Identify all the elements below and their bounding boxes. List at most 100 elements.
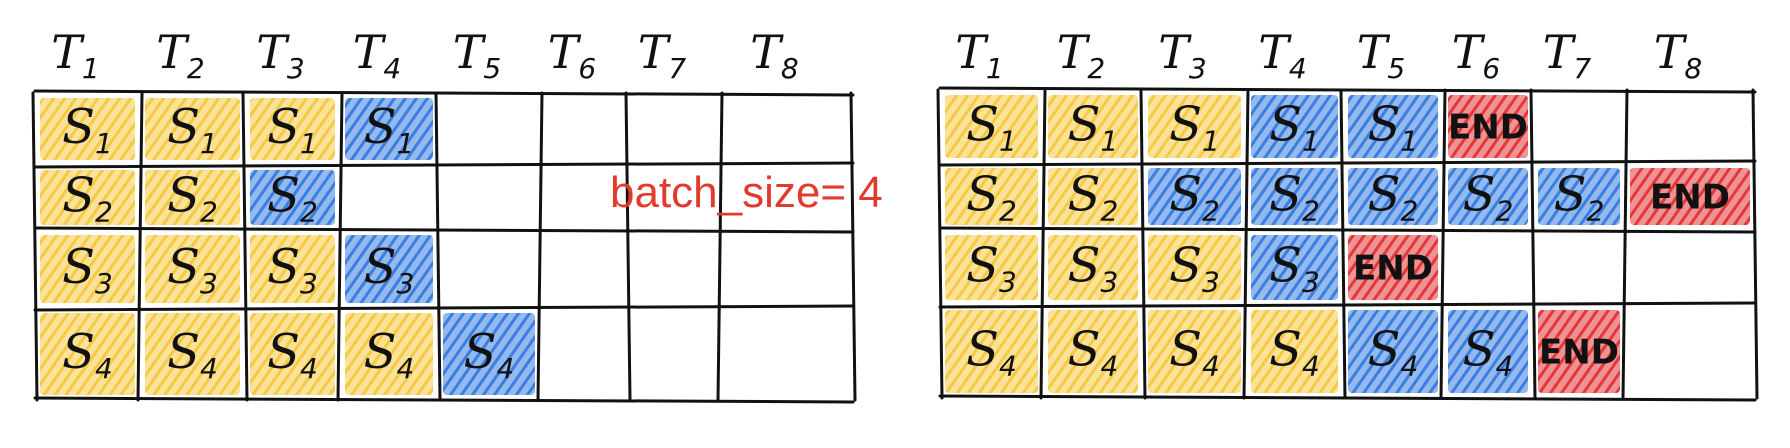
- cell-prefill-fill: [145, 235, 240, 303]
- sequence-token-label: S1: [1068, 97, 1119, 158]
- grid-column-line: [136, 91, 144, 402]
- cell-generate-fill: [1251, 95, 1338, 158]
- time-step-header: T6: [548, 25, 597, 85]
- sequence-token-label: S2: [966, 167, 1017, 228]
- time-step-header: T4: [353, 25, 402, 85]
- sequence-token-label: S3: [1068, 238, 1119, 299]
- sequence-token-label: S4: [1068, 322, 1119, 383]
- time-step-header: T2: [156, 25, 205, 85]
- grid-column-line: [1751, 88, 1759, 400]
- cell-generate-fill: [345, 235, 433, 303]
- cell-prefill-fill: [1048, 310, 1138, 393]
- time-step-header: T3: [256, 25, 305, 85]
- end-token-label: END: [1448, 108, 1528, 148]
- cell-end-fill: [1630, 168, 1750, 225]
- cell-generate-fill: [1348, 168, 1438, 225]
- grid-row-line: [938, 86, 1757, 94]
- cell-prefill-fill: [945, 168, 1038, 225]
- sequence-token-label: S1: [1269, 97, 1320, 158]
- cell-generate-fill: [1448, 168, 1528, 225]
- time-step-header: T8: [750, 25, 799, 85]
- sequence-token-label: S1: [167, 99, 218, 160]
- cell-generate-fill: [1251, 235, 1338, 300]
- grid-column-line: [1621, 88, 1629, 400]
- sequence-token-label: S3: [1269, 238, 1320, 299]
- grid-column-line: [336, 91, 344, 402]
- grid-row-line: [938, 159, 1757, 167]
- grid-row-line: [33, 304, 855, 312]
- sequence-token-label: S2: [167, 168, 218, 229]
- sequence-token-label: S1: [1368, 97, 1419, 158]
- cell-generate-fill: [1148, 168, 1241, 225]
- grid-row-line: [33, 161, 855, 169]
- cell-generate-fill: [443, 313, 535, 395]
- time-step-header: T5: [1357, 25, 1406, 85]
- sequence-token-label: S4: [1368, 322, 1419, 383]
- time-step-header: T1: [955, 25, 1004, 85]
- sequence-token-label: S1: [267, 99, 318, 160]
- cell-prefill-fill: [1148, 310, 1241, 393]
- grid-column-line: [936, 88, 944, 400]
- sequence-token-label: S2: [1068, 167, 1119, 228]
- time-step-header: T7: [638, 25, 687, 85]
- cell-end-fill: [1348, 235, 1438, 300]
- sequence-token-label: S2: [1554, 167, 1605, 228]
- sequence-token-label: S2: [267, 168, 318, 229]
- grid-column-line: [31, 91, 39, 402]
- cell-prefill-fill: [945, 310, 1038, 393]
- cell-prefill-fill: [250, 235, 335, 303]
- cell-generate-fill: [1348, 310, 1438, 393]
- sequence-token-label: S2: [62, 168, 113, 229]
- grid-row-line: [33, 396, 855, 404]
- cell-prefill-fill: [1048, 168, 1138, 225]
- cell-prefill-fill: [1148, 235, 1241, 300]
- cell-end-fill: [1448, 95, 1528, 158]
- grid-row-line: [938, 301, 1757, 309]
- sequence-token-label: S2: [1269, 167, 1320, 228]
- cell-generate-fill: [1251, 168, 1338, 225]
- grid-row-line: [938, 394, 1757, 402]
- cell-prefill-fill: [345, 313, 433, 395]
- time-step-header: T8: [1654, 25, 1703, 85]
- sequence-token-label: S4: [267, 324, 318, 385]
- grid-column-line: [434, 91, 442, 402]
- batch-size-label: batch_size= 4: [610, 168, 883, 217]
- time-step-header: T4: [1258, 25, 1307, 85]
- grid-row-line: [33, 89, 855, 97]
- sequence-token-label: S3: [167, 239, 218, 300]
- grid-column-line: [1529, 88, 1537, 400]
- cell-generate-fill: [1348, 95, 1438, 158]
- sequence-token-label: S1: [966, 97, 1017, 158]
- cell-prefill-fill: [1048, 235, 1138, 300]
- right-grid-panel: T1 T2 T3 T4 T5 T6 T7 T8 S1 S1 S1 S1 S1 END S2 S2 S2 S2 S2 S…: [936, 25, 1759, 402]
- cell-prefill-fill: [40, 98, 135, 160]
- cell-generate-fill: [250, 170, 335, 225]
- sequence-token-label: S1: [62, 99, 113, 160]
- cell-prefill-fill: [40, 313, 135, 395]
- sequence-token-label: S1: [364, 99, 415, 160]
- sequence-token-label: S3: [966, 238, 1017, 299]
- sequence-token-label: S4: [1269, 322, 1320, 383]
- end-token-label: END: [1650, 178, 1730, 218]
- time-step-header: T5: [453, 25, 502, 85]
- sequence-token-label: S3: [1169, 238, 1220, 299]
- grid-row-line: [33, 226, 855, 234]
- cell-prefill-fill: [945, 235, 1038, 300]
- cell-prefill-fill: [250, 313, 335, 395]
- grid-column-line: [1139, 88, 1147, 400]
- cell-prefill-fill: [145, 170, 240, 225]
- time-step-header: T7: [1543, 25, 1592, 85]
- sequence-token-label: S4: [1169, 322, 1220, 383]
- sequence-token-label: S3: [62, 239, 113, 300]
- cell-prefill-fill: [945, 95, 1038, 158]
- grid-column-line: [241, 91, 249, 402]
- cell-prefill-fill: [145, 98, 240, 160]
- end-token-label: END: [1539, 333, 1619, 373]
- sequence-token-label: S4: [464, 324, 515, 385]
- grid-column-line: [624, 91, 632, 402]
- cell-prefill-fill: [1251, 310, 1338, 393]
- end-token-label: END: [1353, 249, 1433, 289]
- time-step-header: T1: [51, 25, 100, 85]
- grid-column-line: [1439, 88, 1447, 400]
